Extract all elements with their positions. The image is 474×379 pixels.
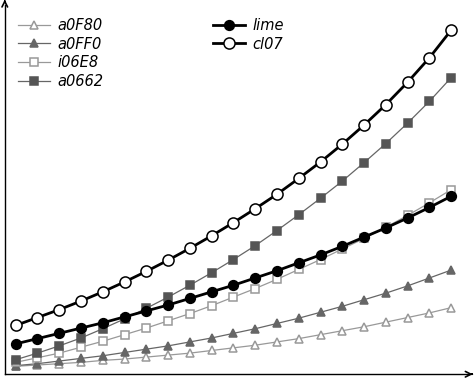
- Legend: lime, cl07: lime, cl07: [207, 13, 290, 58]
